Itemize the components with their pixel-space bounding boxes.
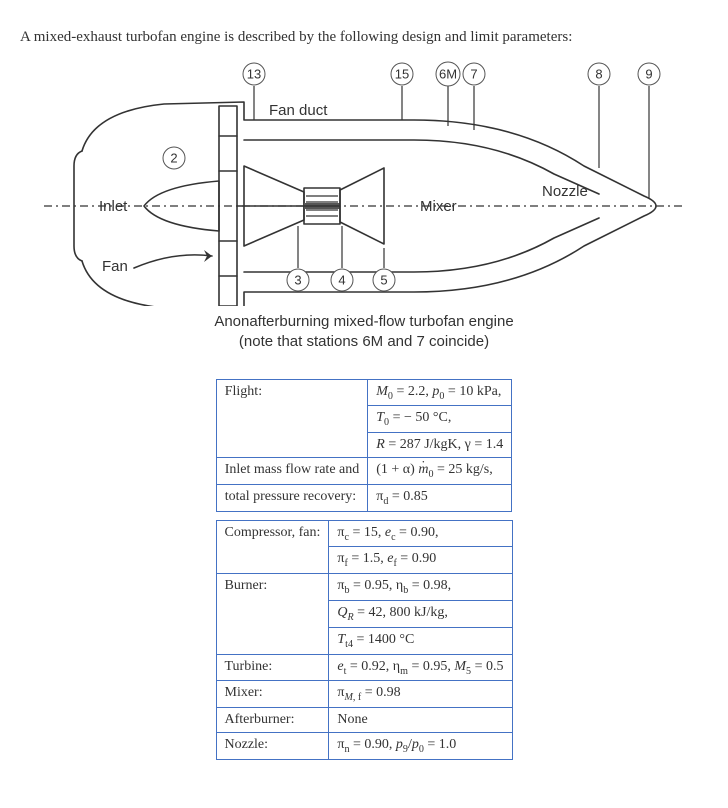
intro-text: A mixed-exhaust turbofan engine is descr… — [20, 29, 708, 46]
station-6m-label: 6M — [439, 67, 457, 82]
fan-duct-label: Fan duct — [269, 102, 328, 119]
burner-val-1: πb = 0.95, ηb = 0.98, — [329, 574, 512, 601]
nozzle-param-label: Nozzle: — [216, 733, 329, 760]
station-13-label: 13 — [247, 67, 261, 82]
station-15-label: 15 — [395, 67, 409, 82]
nozzle-label: Nozzle — [542, 183, 588, 200]
station-8-label: 8 — [595, 67, 602, 82]
diagram-caption: Anonafterburning mixed-flow turbofan eng… — [20, 312, 708, 353]
press-recovery-val: πd = 0.85 — [368, 484, 512, 511]
fan-label: Fan — [102, 258, 128, 275]
turbine-val: et = 0.92, ηm = 0.95, M5 = 0.5 — [329, 654, 512, 681]
turbine-label: Turbine: — [216, 654, 329, 681]
inlet-mass-label-1: Inlet mass flow rate and — [216, 458, 368, 485]
afterburner-label: Afterburner: — [216, 708, 329, 733]
nozzle-val: πn = 0.90, p9/p0 = 1.0 — [329, 733, 512, 760]
afterburner-val: None — [329, 708, 512, 733]
compressor-label: Compressor, fan: — [216, 520, 329, 574]
table-row: Mixer: πM, f = 0.98 — [216, 681, 512, 708]
table-row: Afterburner: None — [216, 708, 512, 733]
station-7-label: 7 — [470, 67, 477, 82]
caption-line1: Anonafterburning mixed-flow turbofan eng… — [214, 313, 513, 330]
station-2-label: 2 — [170, 151, 177, 166]
mixer-param-label: Mixer: — [216, 681, 329, 708]
table-row: total pressure recovery: πd = 0.85 — [216, 484, 512, 511]
flight-val-1: M0 = 2.2, p0 = 10 kPa, — [368, 379, 512, 406]
caption-line2: (note that stations 6M and 7 coincide) — [239, 333, 489, 350]
inlet-mass-label-2: total pressure recovery: — [216, 484, 368, 511]
table-row: Turbine: et = 0.92, ηm = 0.95, M5 = 0.5 — [216, 654, 512, 681]
table-row: Inlet mass flow rate and (1 + α) m·0 = 2… — [216, 458, 512, 485]
mixer-val: πM, f = 0.98 — [329, 681, 512, 708]
station-3-label: 3 — [294, 273, 301, 288]
flight-val-3: R = 287 J/kgK, γ = 1.4 — [368, 433, 512, 458]
mixer-label: Mixer — [420, 198, 457, 215]
table-row: Compressor, fan: πc = 15, ec = 0.90, — [216, 520, 512, 547]
engine-diagram: 2 13 15 6M 7 8 9 3 4 5 Fan duct Inlet Mi… — [20, 56, 708, 353]
burner-val-2: QR = 42, 800 kJ/kg, — [329, 601, 512, 628]
compressor-val-2: πf = 1.5, ef = 0.90 — [329, 547, 512, 574]
burner-val-3: Tt4 = 1400 °C — [329, 627, 512, 654]
compressor-val-1: πc = 15, ec = 0.90, — [329, 520, 512, 547]
table-row: Flight: M0 = 2.2, p0 = 10 kPa, — [216, 379, 512, 406]
station-4-label: 4 — [338, 273, 345, 288]
station-5-label: 5 — [380, 273, 387, 288]
flight-label: Flight: — [216, 379, 368, 458]
params-table-2: Compressor, fan: πc = 15, ec = 0.90, πf … — [216, 520, 513, 760]
params-table-1: Flight: M0 = 2.2, p0 = 10 kPa, T0 = − 50… — [216, 379, 513, 512]
table-row: Nozzle: πn = 0.90, p9/p0 = 1.0 — [216, 733, 512, 760]
burner-label: Burner: — [216, 574, 329, 654]
inlet-label: Inlet — [99, 198, 128, 215]
station-9-label: 9 — [645, 67, 652, 82]
table-row: Burner: πb = 0.95, ηb = 0.98, — [216, 574, 512, 601]
flight-val-2: T0 = − 50 °C, — [368, 406, 512, 433]
inlet-mass-val: (1 + α) m·0 = 25 kg/s, — [368, 458, 512, 485]
